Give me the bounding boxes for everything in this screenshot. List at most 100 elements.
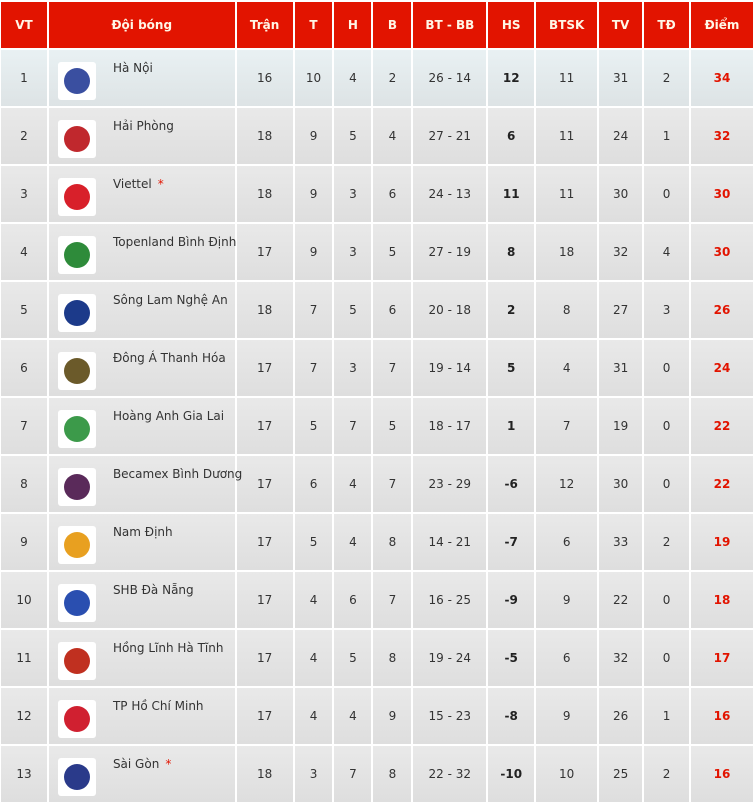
tv-cell: 31: [599, 340, 643, 396]
team-cell[interactable]: Sài Gòn *: [48, 746, 235, 802]
table-row[interactable]: 5 Sông Lam Nghệ An 18 7 5 6 20 - 18 2 8 27 3 26: [1, 282, 753, 338]
table-row[interactable]: 6 Đông Á Thanh Hóa 17 7 3 7 19 - 14 5 4 31 0 24: [1, 340, 753, 396]
position-cell: 2: [1, 108, 47, 164]
table-row[interactable]: 11 Hồng Lĩnh Hà Tĩnh 17 4 5 8 19 - 24 -5 6 32 0 17: [1, 630, 753, 686]
asterisk-mark: *: [165, 757, 172, 771]
losses-cell: 8: [373, 514, 412, 570]
team-name[interactable]: Becamex Bình Dương: [113, 467, 248, 481]
team-name[interactable]: Hoàng Anh Gia Lai: [113, 409, 230, 423]
goals-cell: 24 - 13: [413, 166, 487, 222]
team-cell[interactable]: SHB Đà Nẵng: [48, 572, 235, 628]
table-row[interactable]: 13 Sài Gòn * 18 3 7 8 22 - 32 -10 10 25 2 16: [1, 746, 753, 802]
position-cell: 10: [1, 572, 47, 628]
team-name[interactable]: Hồng Lĩnh Hà Tĩnh: [113, 641, 230, 655]
team-cell[interactable]: Hà Nội: [48, 50, 235, 106]
tv-cell: 24: [599, 108, 643, 164]
team-name[interactable]: Sông Lam Nghệ An: [113, 293, 234, 307]
team-name[interactable]: Topenland Bình Định: [113, 235, 242, 249]
team-logo-icon: [57, 468, 96, 506]
team-name[interactable]: TP Hồ Chí Minh: [113, 699, 210, 713]
td-cell: 4: [644, 224, 689, 280]
header-played[interactable]: Trận: [236, 2, 293, 48]
team-cell[interactable]: TP Hồ Chí Minh: [48, 688, 235, 744]
header-td[interactable]: TĐ: [644, 2, 689, 48]
goals-cell: 22 - 32: [413, 746, 487, 802]
asterisk-mark: *: [157, 177, 164, 191]
goals-cell: 18 - 17: [413, 398, 487, 454]
header-goal-diff[interactable]: HS: [488, 2, 535, 48]
team-logo-icon: [57, 294, 96, 332]
team-cell[interactable]: Sông Lam Nghệ An: [48, 282, 235, 338]
team-name[interactable]: Nam Định: [113, 525, 179, 539]
team-name[interactable]: Hà Nội: [113, 61, 159, 75]
tv-cell: 32: [599, 630, 643, 686]
table-row[interactable]: 8 Becamex Bình Dương 17 6 4 7 23 - 29 -6 12 30 0 22: [1, 456, 753, 512]
position-cell: 8: [1, 456, 47, 512]
goal-diff-cell: 12: [488, 50, 535, 106]
team-name[interactable]: Sài Gòn *: [113, 757, 171, 771]
table-row[interactable]: 4 Topenland Bình Định 17 9 3 5 27 - 19 8 18 32 4 30: [1, 224, 753, 280]
header-wins[interactable]: T: [294, 2, 333, 48]
table-row[interactable]: 12 TP Hồ Chí Minh 17 4 4 9 15 - 23 -8 9 26 1 16: [1, 688, 753, 744]
team-cell[interactable]: Hồng Lĩnh Hà Tĩnh: [48, 630, 235, 686]
played-cell: 17: [236, 514, 293, 570]
team-name-text: Nam Định: [112, 525, 173, 539]
wins-cell: 9: [294, 108, 333, 164]
position-cell: 6: [1, 340, 47, 396]
goal-diff-cell: -8: [488, 688, 535, 744]
header-tv[interactable]: TV: [599, 2, 643, 48]
tv-cell: 26: [599, 688, 643, 744]
team-name[interactable]: Viettel *: [113, 177, 164, 191]
position-cell: 3: [1, 166, 47, 222]
td-cell: 0: [644, 572, 689, 628]
team-cell[interactable]: Topenland Bình Định: [48, 224, 236, 280]
team-cell[interactable]: Hải Phòng: [48, 108, 235, 164]
table-row[interactable]: 9 Nam Định 17 5 4 8 14 - 21 -7 6 33 2 19: [1, 514, 753, 570]
header-points[interactable]: Điểm: [690, 2, 753, 48]
btsk-cell: 10: [536, 746, 598, 802]
btsk-cell: 6: [536, 514, 598, 570]
played-cell: 17: [236, 398, 293, 454]
wins-cell: 9: [294, 166, 333, 222]
header-position[interactable]: VT: [1, 2, 47, 48]
header-goals[interactable]: BT - BB: [413, 2, 487, 48]
tv-cell: 30: [599, 456, 643, 512]
team-cell[interactable]: Hoàng Anh Gia Lai: [48, 398, 235, 454]
points-cell: 32: [690, 108, 753, 164]
position-cell: 1: [1, 50, 47, 106]
team-cell[interactable]: Đông Á Thanh Hóa: [48, 340, 235, 396]
points-cell: 30: [690, 166, 753, 222]
position-cell: 11: [1, 630, 47, 686]
draws-cell: 4: [334, 50, 372, 106]
wins-cell: 3: [294, 746, 333, 802]
tv-cell: 31: [599, 50, 643, 106]
td-cell: 0: [644, 340, 689, 396]
table-row[interactable]: 1 Hà Nội 16 10 4 2 26 - 14 12 11 31 2 34: [1, 50, 753, 106]
points-cell: 22: [690, 398, 753, 454]
td-cell: 1: [644, 688, 689, 744]
losses-cell: 2: [373, 50, 412, 106]
played-cell: 17: [236, 456, 293, 512]
goals-cell: 20 - 18: [413, 282, 487, 338]
header-btsk[interactable]: BTSK: [536, 2, 598, 48]
losses-cell: 5: [373, 398, 412, 454]
table-row[interactable]: 10 SHB Đà Nẵng 17 4 6 7 16 - 25 -9 9 22 0 18: [1, 572, 753, 628]
team-name[interactable]: Hải Phòng: [113, 119, 180, 133]
position-cell: 13: [1, 746, 47, 802]
table-row[interactable]: 2 Hải Phòng 18 9 5 4 27 - 21 6 11 24 1 32: [1, 108, 753, 164]
header-draws[interactable]: H: [334, 2, 372, 48]
team-cell[interactable]: Nam Định: [48, 514, 235, 570]
team-name-text: Topenland Bình Định: [112, 235, 237, 249]
header-team[interactable]: Đội bóng: [48, 2, 235, 48]
table-row[interactable]: 3 Viettel * 18 9 3 6 24 - 13 11 11 30 0 30: [1, 166, 753, 222]
team-name[interactable]: Đông Á Thanh Hóa: [113, 351, 232, 365]
team-cell[interactable]: Becamex Bình Dương: [48, 456, 242, 512]
team-cell[interactable]: Viettel *: [48, 166, 235, 222]
goals-cell: 23 - 29: [413, 456, 487, 512]
header-losses[interactable]: B: [373, 2, 412, 48]
team-name-text: Becamex Bình Dương: [112, 467, 243, 481]
played-cell: 18: [236, 282, 293, 338]
wins-cell: 7: [294, 340, 333, 396]
team-name[interactable]: SHB Đà Nẵng: [113, 583, 200, 597]
table-row[interactable]: 7 Hoàng Anh Gia Lai 17 5 7 5 18 - 17 1 7 19 0 22: [1, 398, 753, 454]
